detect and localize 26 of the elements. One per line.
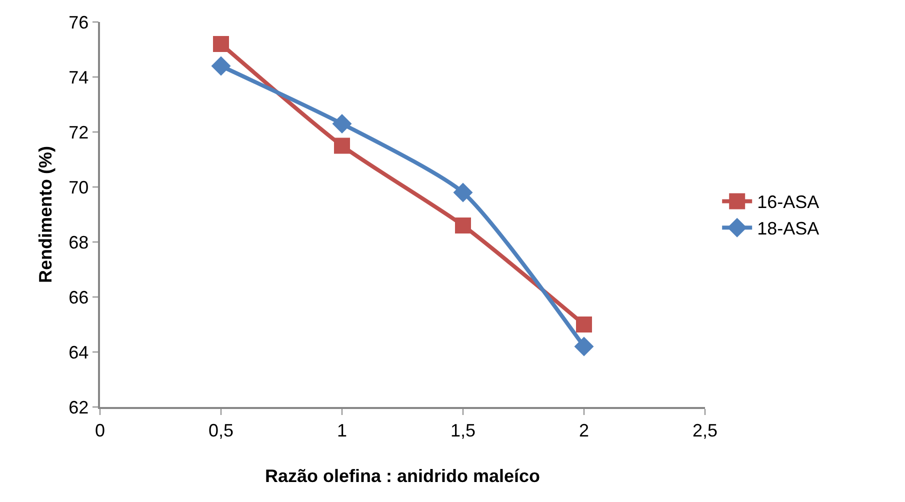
y-tick-label: 62	[68, 397, 89, 418]
y-tick-label: 66	[68, 287, 89, 308]
x-tick-label: 1,5	[450, 420, 476, 440]
legend-label: 18-ASA	[757, 218, 820, 239]
y-tick-label: 70	[68, 177, 89, 198]
point	[455, 218, 471, 234]
y-tick-label: 76	[68, 12, 89, 32]
point	[211, 56, 231, 76]
point	[576, 316, 592, 332]
x-tick-label: 1	[336, 420, 348, 440]
x-axis-title: Razão olefina : anidrido maleíco	[264, 466, 540, 486]
point	[213, 36, 229, 52]
point	[332, 114, 352, 134]
y-tick-label: 64	[68, 342, 89, 362]
y-axis-title: Rendimento (%)	[35, 146, 56, 283]
point	[334, 138, 350, 154]
point	[574, 336, 594, 356]
y-tick-label: 68	[68, 232, 89, 252]
x-tick-label: 0,5	[208, 420, 234, 440]
x-tick-label: 0	[94, 420, 106, 440]
y-tick-label: 74	[68, 67, 89, 88]
legend-label: 16-ASA	[757, 192, 820, 212]
point	[453, 182, 473, 202]
x-tick-label: 2,5	[692, 420, 718, 440]
y-tick-label: 72	[68, 122, 89, 142]
x-tick-label: 2	[578, 420, 590, 440]
